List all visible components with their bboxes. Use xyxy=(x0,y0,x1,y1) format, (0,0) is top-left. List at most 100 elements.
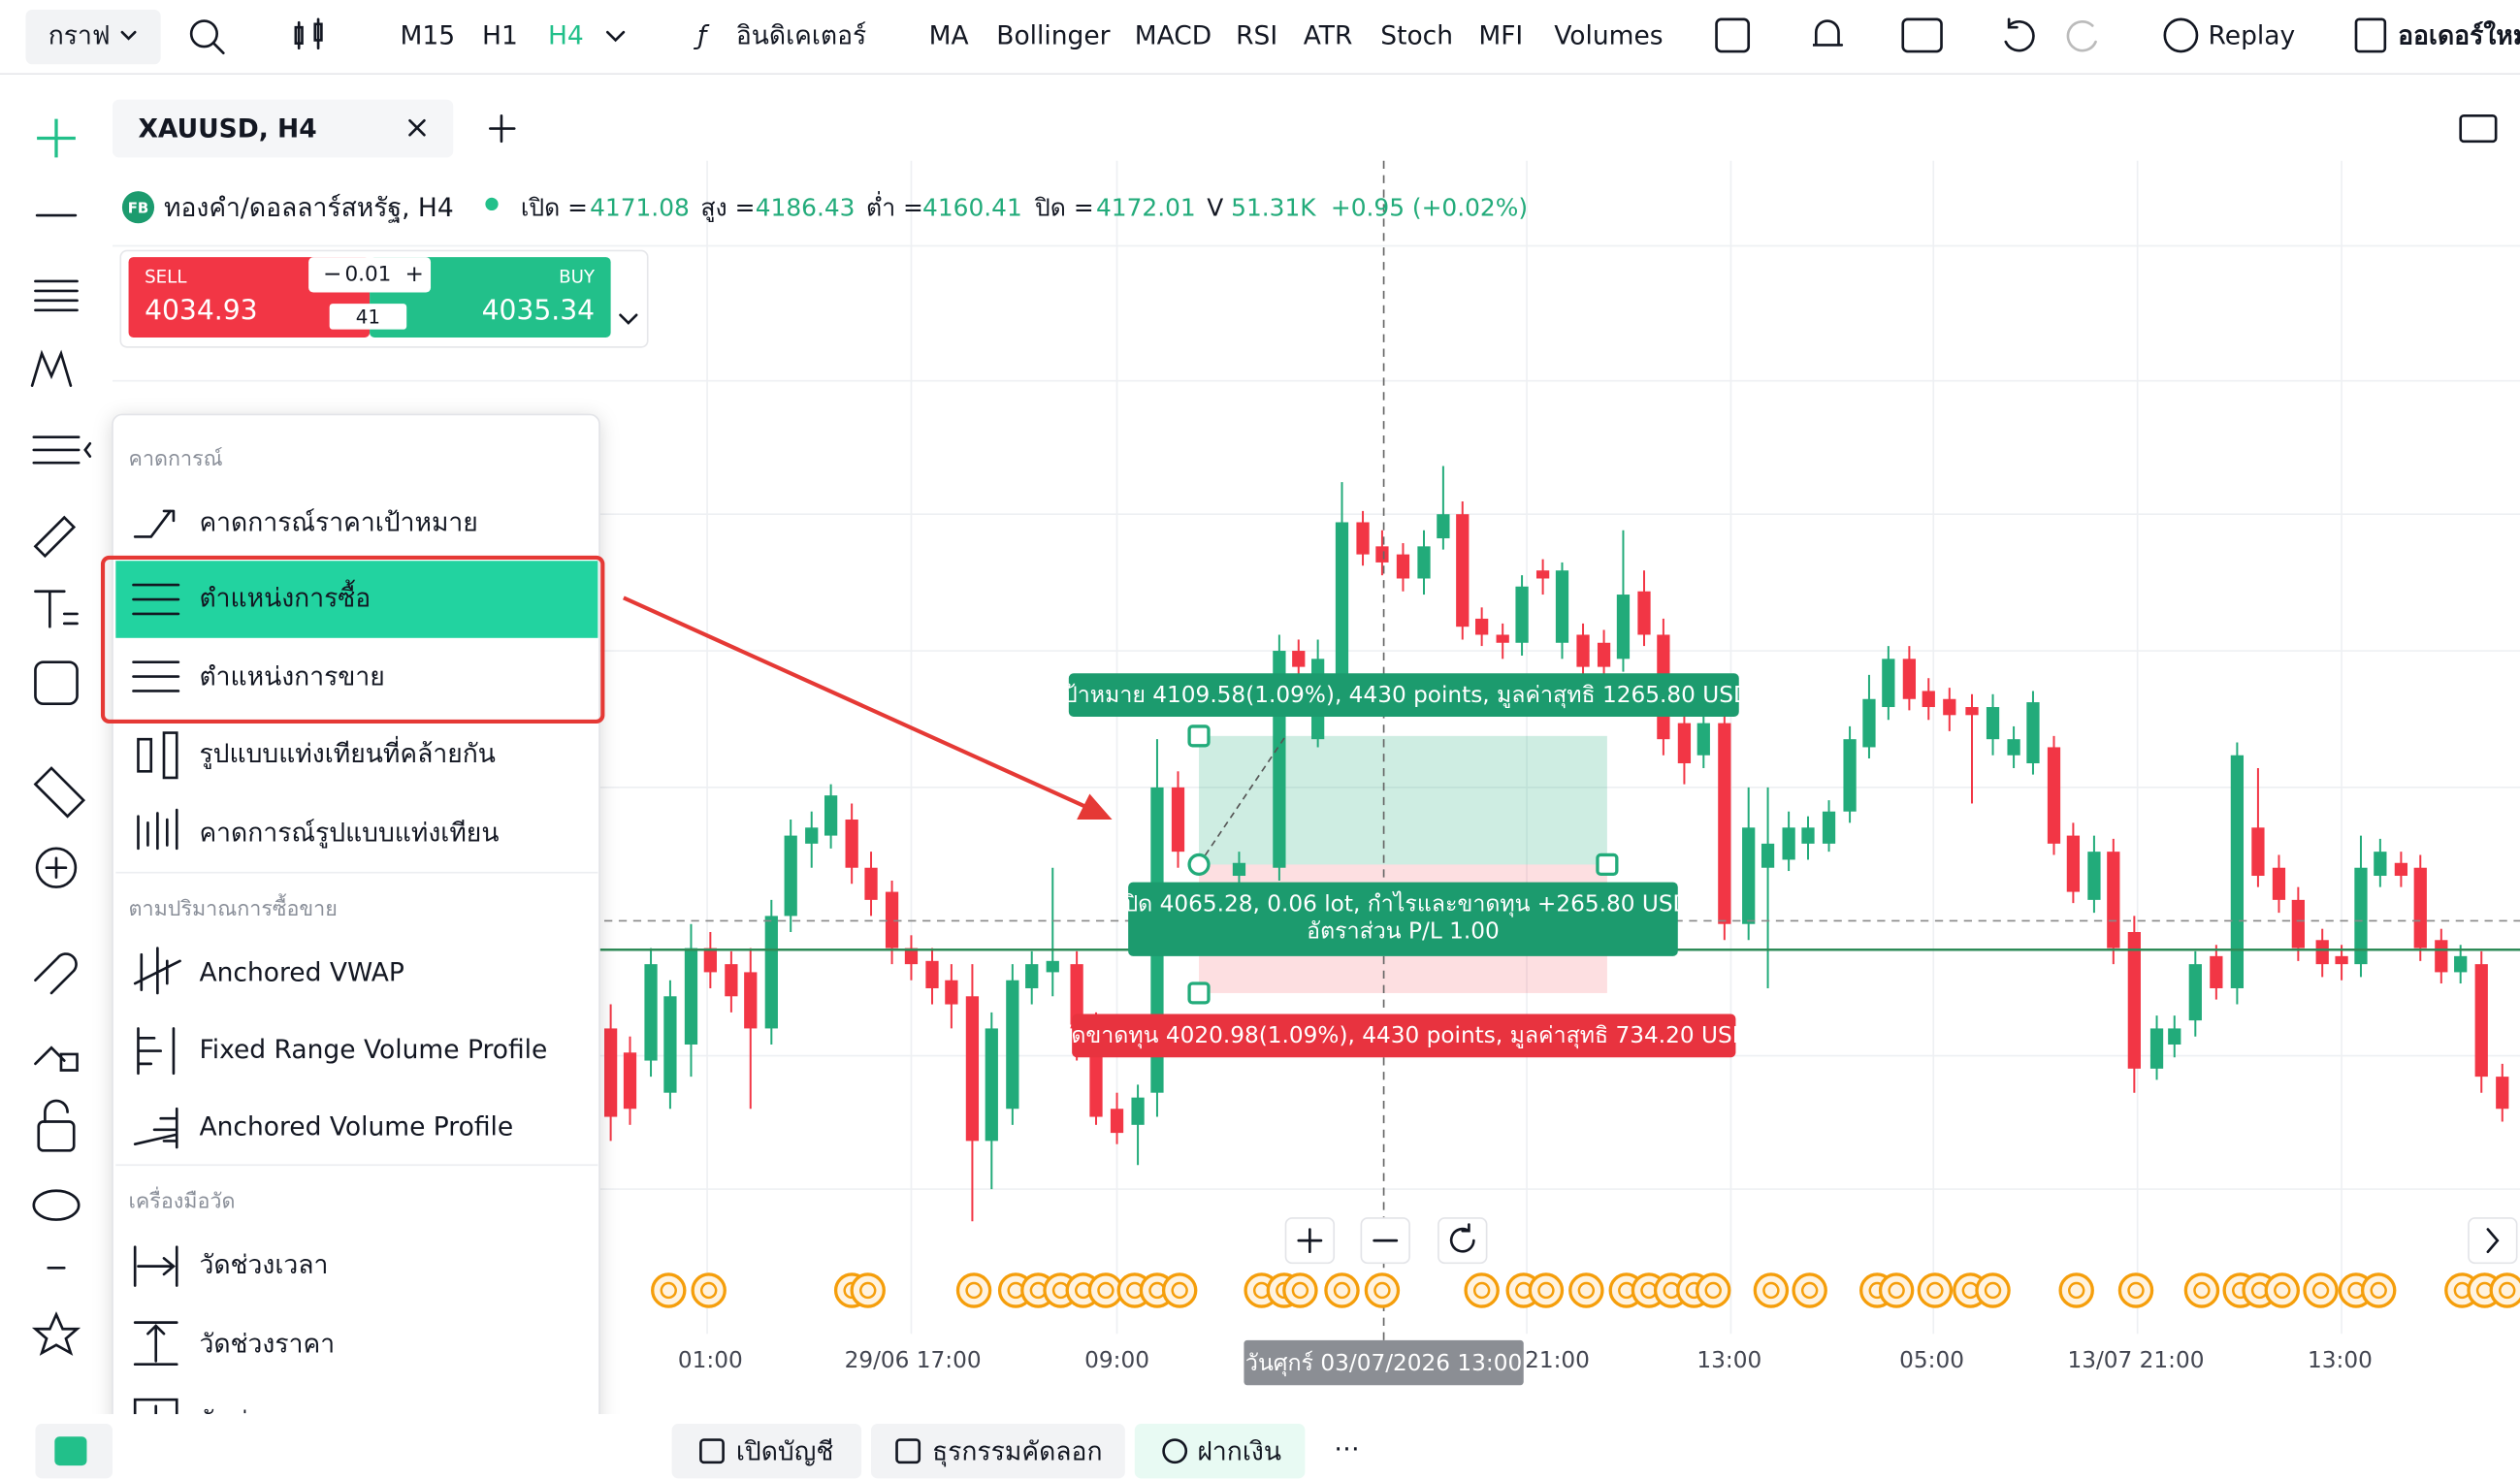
candle-body xyxy=(663,996,677,1093)
position-handles[interactable] xyxy=(1187,724,1619,1005)
indicator[interactable]: Volumes xyxy=(1554,21,1663,51)
event-marker-inner xyxy=(1291,1281,1309,1300)
redo-icon[interactable] xyxy=(2066,20,2097,52)
ohlc-value: 4160.41 xyxy=(922,193,1022,221)
order-icon[interactable] xyxy=(2354,17,2387,53)
timeframe[interactable]: M15 xyxy=(401,21,456,51)
menu-item[interactable]: ตำแหน่งการซื้อ xyxy=(199,580,371,614)
candle-body xyxy=(1696,723,1710,756)
alert-icon[interactable] xyxy=(1812,19,1844,47)
buy-label[interactable]: BUY xyxy=(559,268,596,288)
candle-body xyxy=(784,835,797,917)
add-tab[interactable] xyxy=(489,113,516,144)
timeframe-active[interactable]: H4 xyxy=(548,21,584,51)
candle xyxy=(2149,1015,2164,1080)
drawing-sidebar[interactable] xyxy=(30,118,92,1356)
timeframe[interactable]: H1 xyxy=(482,21,518,51)
candle-body xyxy=(925,960,939,988)
chart-type[interactable]: กราฟ xyxy=(48,21,111,51)
buy-price[interactable]: 4035.34 xyxy=(482,294,595,326)
bottom-button[interactable] xyxy=(1134,1424,1306,1479)
bottom-button[interactable] xyxy=(671,1424,862,1479)
bottom-button[interactable] xyxy=(871,1424,1125,1479)
replay-button[interactable]: Replay xyxy=(2209,21,2296,51)
candle xyxy=(1761,787,1775,988)
event-marker-inner xyxy=(1926,1281,1944,1300)
ohlc-label: สูง = xyxy=(700,193,755,222)
event-marker-inner xyxy=(1888,1281,1905,1300)
symbol-name: ทองคำ/ดอลลาร์สหรัฐ, H4 xyxy=(164,193,454,223)
candle xyxy=(1742,787,1756,941)
indicator[interactable]: MACD xyxy=(1135,21,1212,51)
indicator[interactable]: ATR xyxy=(1304,21,1353,51)
tab-close[interactable] xyxy=(408,118,426,137)
menu-item[interactable]: คาดการณ์รูปแบบแท่งเทียน xyxy=(199,818,499,848)
menu-item-highlight[interactable] xyxy=(115,561,598,638)
bottom-item[interactable]: เปิดบัญชี xyxy=(736,1436,833,1466)
search-icon[interactable] xyxy=(189,19,219,48)
menu-item[interactable]: วัดช่วงเวลา xyxy=(199,1250,328,1280)
zoom-controls[interactable] xyxy=(1284,1217,2518,1265)
candle-body xyxy=(1110,1109,1124,1134)
candle-body xyxy=(1025,964,1039,988)
candle-body xyxy=(1862,698,1876,748)
sell-price[interactable]: 4034.93 xyxy=(145,294,257,326)
event-marker-inner xyxy=(1762,1281,1780,1300)
candle xyxy=(1902,646,1917,711)
indicator[interactable]: MA xyxy=(929,21,969,51)
entry-label-bg xyxy=(1128,882,1678,956)
indicators-button[interactable]: อินดิเคเตอร์ xyxy=(736,21,866,51)
indicator[interactable]: Stoch xyxy=(1380,21,1453,51)
calendar-icon[interactable] xyxy=(1901,17,1943,53)
chart-type-button[interactable] xyxy=(25,9,161,65)
event-marker-inner xyxy=(2274,1281,2291,1300)
menu-item[interactable]: วัดช่วงราคา xyxy=(199,1329,335,1359)
candle-body xyxy=(1922,691,1935,708)
indicator[interactable]: Bollinger xyxy=(996,21,1110,51)
lot-plus[interactable]: + xyxy=(405,261,424,287)
layout-icon[interactable] xyxy=(2459,113,2498,144)
event-marker-inner xyxy=(1704,1281,1722,1300)
event-marker xyxy=(2183,1272,2220,1308)
candle xyxy=(2107,838,2120,965)
replay-icon[interactable] xyxy=(2163,17,2199,53)
candle-body xyxy=(703,948,717,973)
template-icon[interactable] xyxy=(1715,17,1751,53)
event-marker xyxy=(1878,1272,1915,1308)
indicator[interactable]: RSI xyxy=(1236,21,1277,51)
more-button[interactable]: ⋯ xyxy=(1334,1433,1360,1464)
candle-body xyxy=(824,795,838,836)
tab-title[interactable]: XAUUSD, H4 xyxy=(138,114,316,145)
candle-type-icon[interactable] xyxy=(294,17,323,50)
candle xyxy=(2127,916,2141,1093)
sell-label[interactable]: SELL xyxy=(145,268,187,288)
dropdown-icon[interactable] xyxy=(605,30,626,43)
badge xyxy=(121,191,155,224)
menu-item[interactable]: รูปแบบแท่งเทียนที่คล้ายกัน xyxy=(199,736,495,769)
menu-item[interactable]: ตำแหน่งการขาย xyxy=(199,662,384,692)
candle xyxy=(2168,1015,2181,1058)
lot-value[interactable]: 0.01 xyxy=(344,262,391,286)
indicator[interactable]: MFI xyxy=(1478,21,1523,51)
event-markers[interactable] xyxy=(651,1272,2520,1308)
event-marker-inner xyxy=(1472,1281,1491,1300)
candle xyxy=(1232,852,1246,887)
lot-minus[interactable]: − xyxy=(323,261,341,287)
undo-icon[interactable] xyxy=(2004,17,2035,52)
chart-tab[interactable] xyxy=(112,99,454,158)
candle-body xyxy=(1006,980,1019,1110)
candle-body xyxy=(1843,739,1857,812)
menu-item[interactable]: Anchored Volume Profile xyxy=(199,1112,513,1142)
menu-item[interactable]: Anchored VWAP xyxy=(199,958,404,988)
candle xyxy=(1616,530,1631,672)
candle xyxy=(644,948,658,1078)
menu-item[interactable]: Fixed Range Volume Profile xyxy=(199,1035,547,1065)
candle xyxy=(1801,816,1815,860)
new-order-button[interactable]: ออเดอร์ใหม่ xyxy=(2398,20,2520,51)
bottom-item[interactable]: ธุรกรรมคัดลอก xyxy=(932,1436,1103,1466)
panel-collapse[interactable] xyxy=(619,313,638,325)
bottom-item[interactable]: ฝากเงิน xyxy=(1197,1436,1281,1466)
lot-input[interactable] xyxy=(308,257,432,293)
menu-item[interactable]: คาดการณ์ราคาเป้าหมาย xyxy=(199,508,477,538)
candle xyxy=(2413,854,2427,961)
